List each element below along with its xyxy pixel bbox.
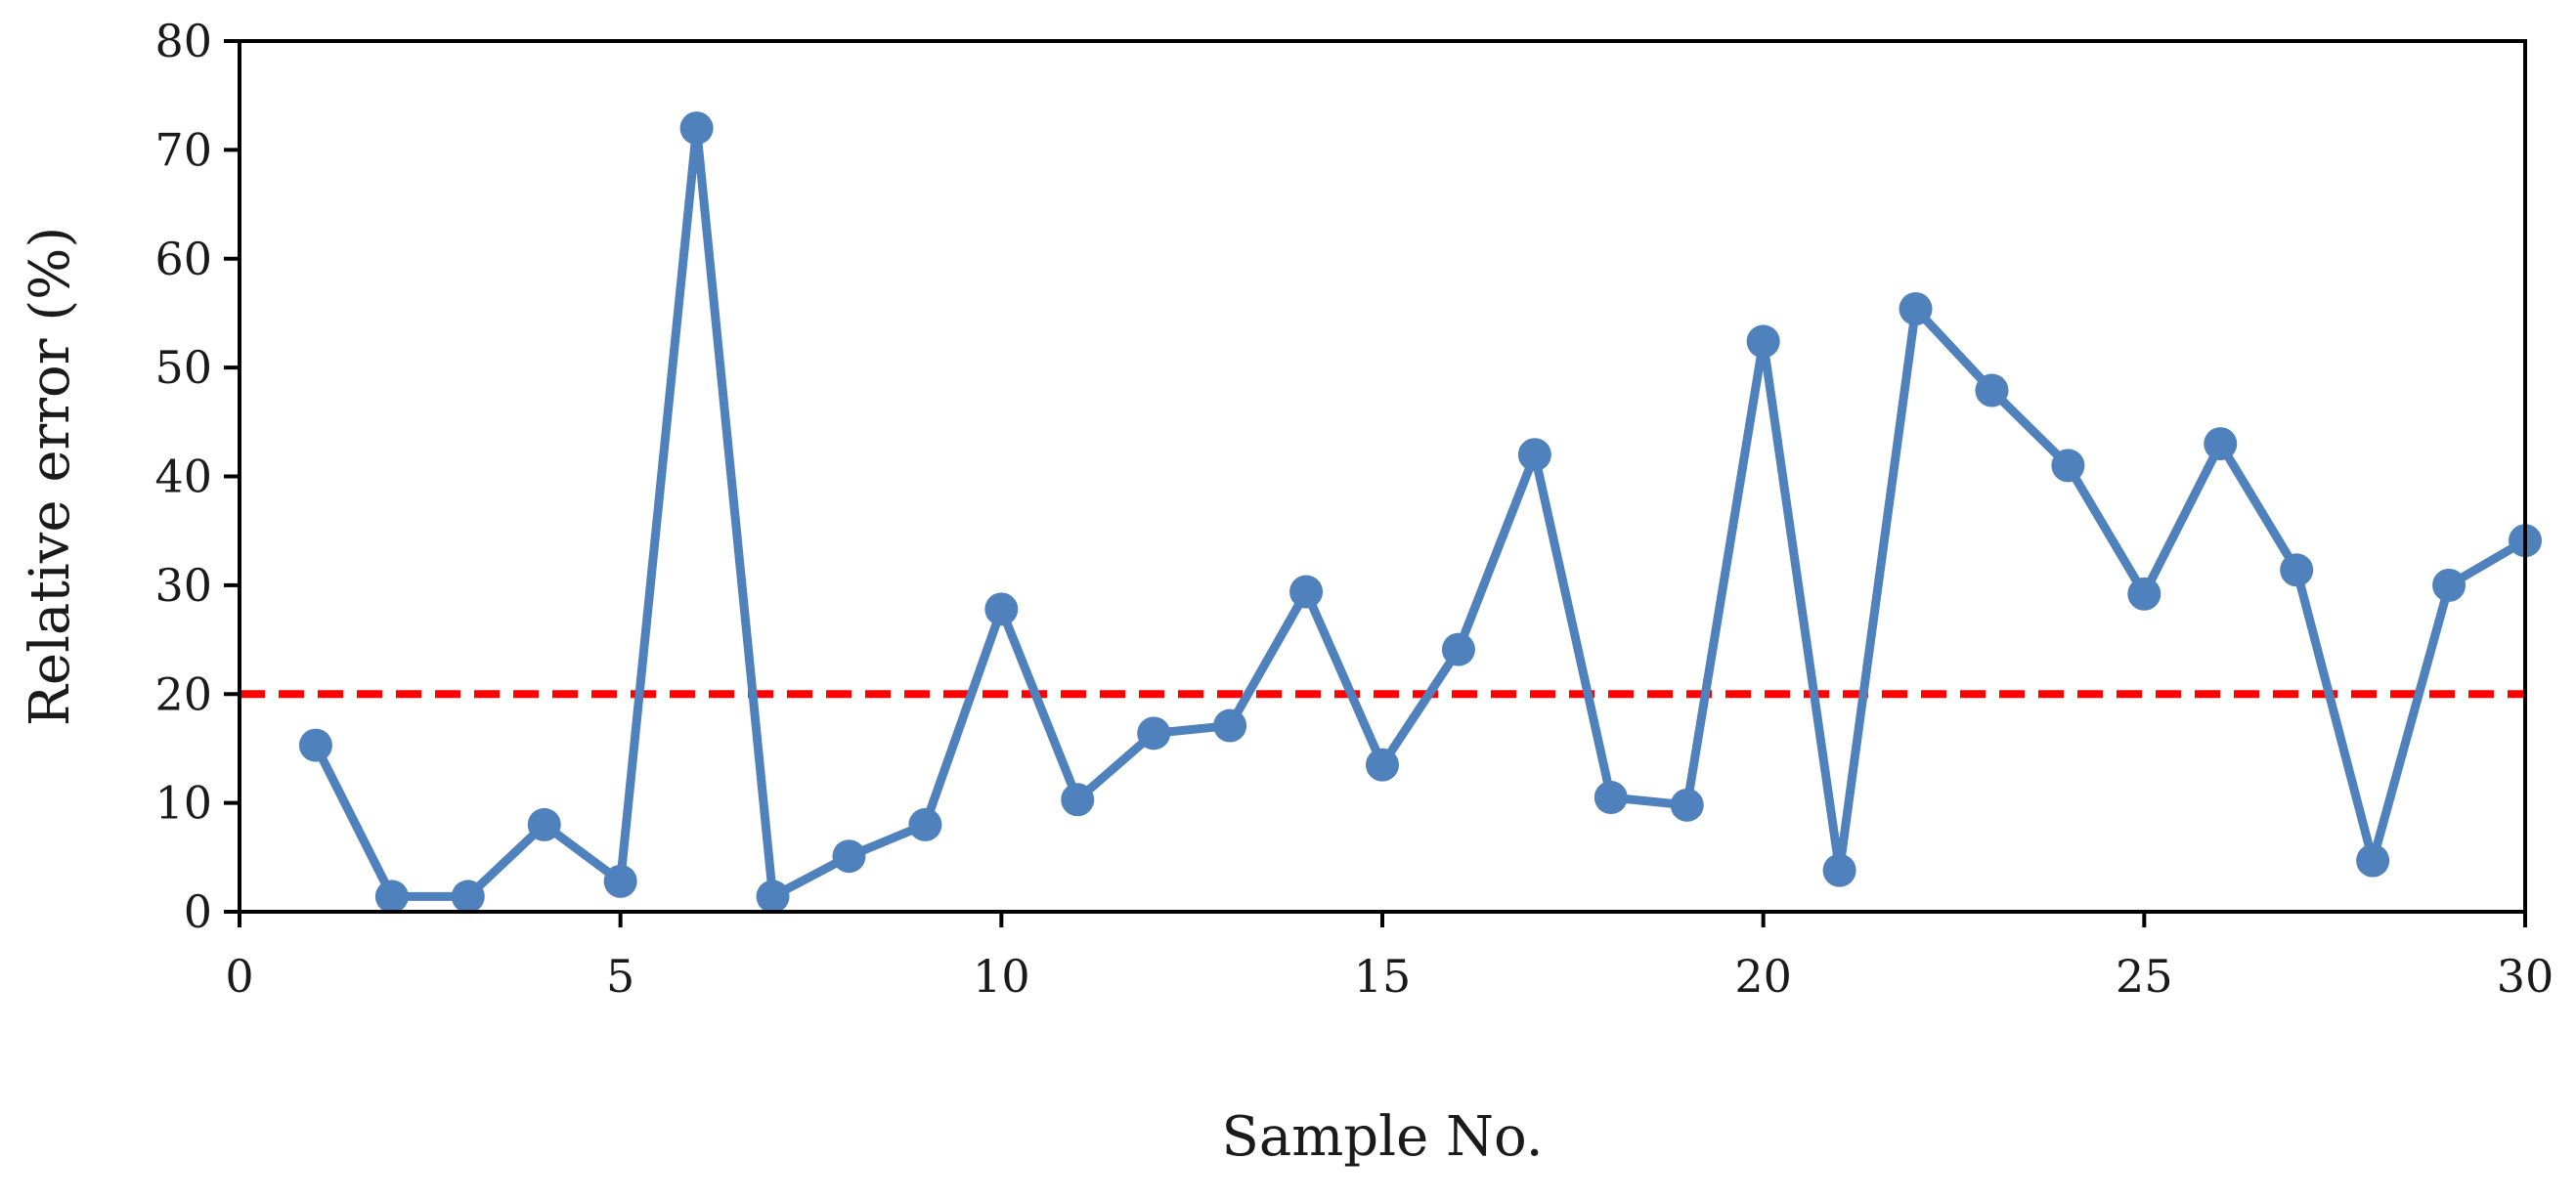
data-point-25 [2127, 577, 2161, 611]
x-tick-label: 20 [1734, 950, 1792, 1003]
data-point-10 [984, 592, 1019, 626]
y-tick-label: 10 [154, 777, 212, 830]
data-point-5 [603, 864, 637, 898]
x-axis-title: Sample No. [1221, 1105, 1543, 1169]
data-point-17 [1517, 438, 1551, 472]
data-point-23 [1975, 373, 2009, 408]
y-tick-label: 70 [154, 123, 212, 176]
data-point-11 [1061, 783, 1095, 817]
y-axis-title: Relative error (%) [19, 227, 82, 726]
y-tick-label: 50 [154, 341, 212, 394]
data-point-8 [832, 839, 866, 874]
data-point-6 [679, 111, 714, 146]
data-point-18 [1594, 781, 1628, 815]
data-point-16 [1441, 632, 1475, 666]
x-tick-label: 5 [606, 950, 634, 1003]
data-point-19 [1670, 788, 1704, 822]
data-point-9 [908, 807, 942, 841]
data-point-13 [1213, 708, 1247, 743]
data-point-26 [2204, 427, 2238, 461]
x-tick-label: 25 [2116, 950, 2173, 1003]
data-point-2 [374, 880, 409, 914]
x-tick-label: 0 [225, 950, 253, 1003]
y-tick-label: 40 [154, 451, 212, 503]
data-point-28 [2356, 843, 2390, 878]
y-tick-label: 30 [154, 559, 212, 612]
y-tick-label: 0 [184, 885, 212, 938]
data-point-15 [1366, 748, 1399, 782]
x-tick-label: 10 [973, 950, 1030, 1003]
data-point-27 [2280, 553, 2314, 587]
data-point-1 [298, 728, 332, 762]
data-point-22 [1899, 291, 1933, 325]
x-axis-ticks: 0 5 10 15 20 25 30 [225, 912, 2554, 1003]
series-line [311, 123, 2528, 901]
series-layer [298, 111, 2542, 914]
data-point-4 [527, 807, 561, 841]
data-point-20 [1746, 324, 1780, 359]
y-tick-label: 80 [154, 15, 212, 67]
x-tick-label: 30 [2497, 950, 2554, 1003]
y-tick-label: 60 [154, 233, 212, 285]
x-tick-label: 15 [1354, 950, 1412, 1003]
data-point-29 [2432, 568, 2467, 602]
data-point-24 [2051, 449, 2085, 483]
data-point-7 [756, 880, 790, 914]
data-point-21 [1822, 853, 1856, 887]
data-point-12 [1137, 716, 1171, 751]
data-point-14 [1289, 575, 1324, 609]
y-axis-ticks: 0 10 20 30 40 50 60 70 80 [154, 15, 240, 938]
data-point-3 [451, 880, 485, 914]
y-tick-label: 20 [154, 667, 212, 720]
